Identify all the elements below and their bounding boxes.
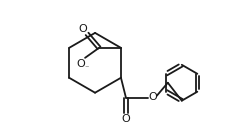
Text: O: O (78, 24, 87, 34)
Text: O: O (76, 59, 85, 69)
Text: O: O (148, 92, 157, 102)
Text: O: O (121, 114, 130, 124)
Text: ⁻: ⁻ (85, 63, 89, 72)
